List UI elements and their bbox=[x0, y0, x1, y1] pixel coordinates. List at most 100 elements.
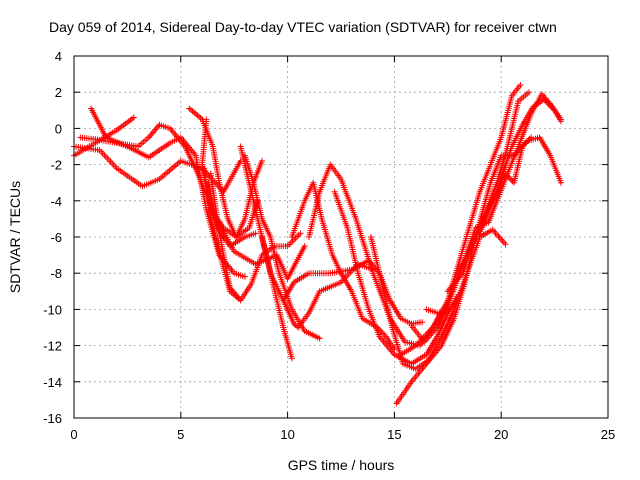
data-point-markers bbox=[438, 317, 457, 349]
data-point-markers bbox=[77, 134, 97, 142]
series-arc-14 bbox=[306, 161, 447, 349]
x-tick-label: 0 bbox=[70, 427, 77, 442]
data-point-markers bbox=[248, 254, 265, 288]
data-point-markers bbox=[205, 206, 222, 253]
y-tick-label: 0 bbox=[55, 121, 62, 136]
data-point-markers bbox=[113, 114, 137, 134]
data-point-markers bbox=[511, 145, 526, 186]
data-point-markers bbox=[316, 163, 333, 195]
data-point-markers bbox=[280, 324, 295, 362]
axis-ticks: 0 5 10 15 20 25 -16 -14 -12 -10 -8 -6 -4 -2 0 2 4 bbox=[43, 49, 615, 442]
grid-lines bbox=[74, 56, 608, 418]
data-point-markers bbox=[519, 134, 535, 150]
data-point-markers bbox=[284, 243, 308, 282]
data-point-markers bbox=[551, 107, 564, 123]
data-point-markers bbox=[156, 159, 183, 183]
data-point-markers bbox=[476, 163, 493, 195]
data-point-markers bbox=[216, 179, 231, 220]
data-point-markers bbox=[338, 176, 359, 220]
y-axis-label: SDTVAR / TECUs bbox=[7, 181, 23, 293]
data-point-markers bbox=[316, 280, 343, 295]
data-point-markers bbox=[397, 343, 417, 358]
data-point-markers bbox=[88, 105, 108, 139]
data-point-markers bbox=[113, 165, 144, 188]
data-point-markers bbox=[540, 96, 557, 112]
data-point-markers bbox=[310, 179, 325, 220]
data-point-markers bbox=[378, 279, 395, 329]
data-point-markers bbox=[515, 89, 532, 105]
data-point-markers bbox=[267, 270, 286, 302]
data-point-markers bbox=[271, 288, 286, 329]
x-axis-label: GPS time / hours bbox=[288, 457, 395, 473]
y-tick-label: -10 bbox=[43, 302, 62, 317]
data-point-markers bbox=[207, 170, 220, 220]
data-point-markers bbox=[124, 143, 150, 160]
x-tick-label: 10 bbox=[280, 427, 294, 442]
data-point-markers bbox=[376, 333, 396, 356]
x-tick-label: 5 bbox=[177, 427, 184, 442]
y-tick-label: -6 bbox=[50, 230, 62, 245]
y-tick-label: -4 bbox=[50, 194, 62, 209]
data-point-markers bbox=[139, 177, 161, 190]
data-point-markers bbox=[186, 105, 204, 121]
data-point-markers bbox=[487, 136, 504, 168]
data-point-markers bbox=[508, 82, 524, 99]
data-point-markers bbox=[259, 234, 273, 275]
x-tick-label: 25 bbox=[601, 427, 615, 442]
data-point-markers bbox=[214, 215, 227, 256]
data-point-markers bbox=[459, 236, 478, 277]
data-point-markers bbox=[451, 281, 468, 322]
data-point-markers bbox=[438, 308, 457, 340]
data-point-markers bbox=[201, 165, 212, 211]
data-point-markers bbox=[306, 290, 322, 316]
series-arc-15 bbox=[331, 188, 462, 367]
data-point-markers bbox=[338, 270, 354, 293]
data-point-markers bbox=[489, 226, 509, 248]
data-point-markers bbox=[226, 288, 242, 302]
y-tick-label: -14 bbox=[43, 375, 62, 390]
y-tick-label: -16 bbox=[43, 411, 62, 426]
data-point-markers bbox=[530, 97, 546, 110]
data-point-markers bbox=[393, 380, 414, 407]
data-point-markers bbox=[291, 271, 311, 286]
data-point-markers bbox=[273, 252, 290, 280]
data-point-markers bbox=[295, 311, 311, 331]
data-point-markers bbox=[536, 134, 553, 157]
data-point-markers bbox=[423, 344, 443, 367]
data-point-markers bbox=[177, 134, 198, 157]
data-point-markers bbox=[476, 227, 494, 240]
data-point-markers bbox=[306, 190, 323, 240]
data-point-markers bbox=[318, 215, 335, 256]
series-arc-10 bbox=[241, 152, 323, 342]
data-point-markers bbox=[434, 308, 452, 340]
y-tick-label: 4 bbox=[55, 49, 62, 64]
chart-title: Day 059 of 2014, Sidereal Day-to-day VTE… bbox=[49, 19, 557, 35]
data-point-markers bbox=[233, 226, 251, 240]
data-point-markers bbox=[156, 121, 171, 131]
data-point-markers bbox=[331, 188, 350, 229]
data-point-markers bbox=[103, 134, 129, 149]
data-point-markers bbox=[348, 288, 365, 320]
data-point-markers bbox=[466, 190, 483, 231]
y-tick-label: -12 bbox=[43, 339, 62, 354]
data-point-markers bbox=[408, 352, 428, 367]
y-tick-label: -2 bbox=[50, 158, 62, 173]
data-point-markers bbox=[423, 335, 440, 358]
data-point-markers bbox=[485, 199, 500, 226]
data-point-markers bbox=[216, 248, 233, 293]
data-point-markers bbox=[250, 179, 265, 220]
data-point-markers bbox=[367, 234, 385, 284]
data-point-markers bbox=[301, 328, 323, 342]
data-point-markers bbox=[145, 141, 172, 161]
data-point-markers bbox=[504, 100, 521, 150]
data-point-markers bbox=[237, 282, 254, 304]
data-point-markers bbox=[209, 143, 222, 184]
series-arc-9 bbox=[201, 165, 242, 302]
x-tick-label: 20 bbox=[494, 427, 508, 442]
data-point-markers bbox=[355, 270, 372, 311]
data-point-markers bbox=[182, 143, 200, 175]
data-point-markers bbox=[96, 147, 119, 170]
data-point-markers bbox=[220, 158, 244, 195]
data-point-markers bbox=[547, 152, 564, 186]
